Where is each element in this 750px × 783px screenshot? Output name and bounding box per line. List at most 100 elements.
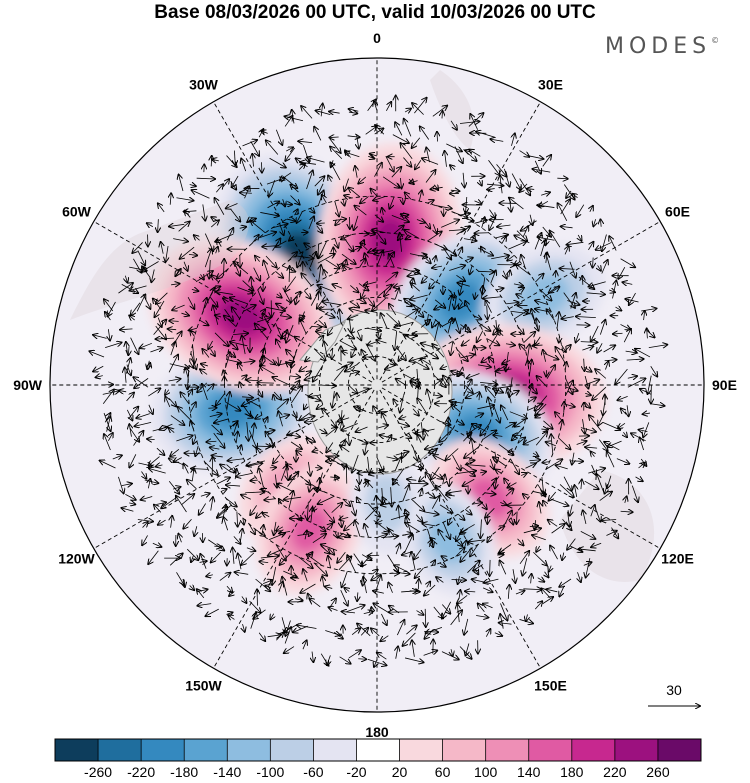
wind-vector bbox=[434, 256, 436, 263]
wind-vector bbox=[305, 531, 307, 540]
wind-vector bbox=[394, 321, 414, 327]
colorbar-tick-label: -220 bbox=[127, 764, 155, 780]
wind-vector bbox=[325, 314, 334, 317]
wind-vector bbox=[456, 274, 465, 281]
wind-vector bbox=[248, 430, 256, 448]
wind-vector bbox=[257, 383, 274, 384]
wind-vector bbox=[427, 232, 441, 242]
wind-vector bbox=[440, 366, 448, 369]
wind-vector bbox=[478, 365, 491, 367]
wind-vector bbox=[543, 350, 546, 362]
wind-vector bbox=[439, 563, 446, 567]
wind-vector bbox=[418, 255, 426, 256]
wind-vector bbox=[279, 415, 289, 418]
wind-vector bbox=[501, 405, 509, 421]
wind-vector bbox=[267, 430, 274, 431]
colorbar-swatch bbox=[399, 739, 444, 761]
wind-vector bbox=[493, 457, 507, 467]
wind-vector bbox=[421, 422, 423, 439]
wind-vector bbox=[313, 562, 327, 576]
wind-vector bbox=[318, 291, 319, 301]
wind-vector bbox=[278, 356, 279, 365]
wind-vector bbox=[211, 156, 212, 167]
wind-vector bbox=[404, 299, 422, 310]
wind-vector bbox=[364, 282, 377, 285]
colorbar-tick-label: 260 bbox=[646, 764, 670, 780]
wind-vector bbox=[296, 416, 315, 422]
wind-vector bbox=[439, 428, 454, 442]
wind-vector bbox=[516, 511, 517, 524]
wind-vector bbox=[319, 336, 323, 341]
wind-vector bbox=[364, 481, 368, 488]
wind-vector bbox=[279, 223, 284, 235]
wind-vector bbox=[463, 478, 475, 486]
wind-vector bbox=[431, 187, 443, 189]
wind-vector bbox=[209, 414, 222, 417]
wind-vector bbox=[464, 446, 479, 458]
wind-vector bbox=[584, 358, 585, 371]
wind-vector bbox=[529, 360, 531, 377]
wind-vector bbox=[242, 375, 247, 379]
wind-vector bbox=[374, 163, 381, 177]
wind-vector bbox=[259, 468, 264, 487]
wind-vector bbox=[236, 473, 253, 476]
colorbar-tick-label: -60 bbox=[303, 764, 323, 780]
wind-vector bbox=[489, 357, 495, 364]
wind-vector bbox=[523, 528, 541, 534]
wind-vector bbox=[268, 533, 285, 541]
wind-vector bbox=[220, 464, 231, 473]
wind-vector bbox=[398, 506, 399, 519]
wind-vector bbox=[439, 421, 451, 425]
wind-vector bbox=[285, 276, 297, 292]
wind-vector bbox=[580, 427, 596, 432]
wind-vector bbox=[542, 462, 550, 463]
wind-vector bbox=[189, 390, 193, 396]
wind-vector bbox=[439, 504, 453, 513]
wind-vector bbox=[361, 554, 371, 561]
wind-vector bbox=[555, 347, 565, 362]
colorbar-swatch bbox=[356, 739, 401, 761]
wind-vector bbox=[481, 247, 485, 254]
wind-vector bbox=[561, 420, 563, 430]
wind-vector bbox=[443, 475, 445, 485]
vector-reference: 30 bbox=[648, 682, 700, 706]
wind-vector bbox=[339, 309, 340, 323]
wind-vector bbox=[349, 317, 351, 333]
wind-vector bbox=[209, 296, 218, 307]
wind-vector bbox=[189, 328, 198, 330]
wind-vector bbox=[341, 253, 356, 264]
wind-vector bbox=[311, 507, 313, 523]
wind-vector bbox=[497, 330, 504, 336]
wind-vector bbox=[454, 317, 460, 333]
wind-vector bbox=[490, 458, 494, 469]
colorbar-tick-label: 140 bbox=[517, 764, 541, 780]
wind-vector bbox=[401, 214, 409, 218]
wind-vector bbox=[273, 395, 275, 401]
wind-vector bbox=[248, 523, 255, 534]
wind-vector bbox=[452, 405, 461, 413]
wind-vector bbox=[448, 518, 451, 524]
wind-vector bbox=[237, 511, 238, 527]
wind-vector bbox=[308, 216, 314, 230]
wind-vector bbox=[559, 484, 574, 497]
vector-reference-label: 30 bbox=[666, 682, 682, 698]
wind-vector bbox=[400, 395, 404, 413]
wind-vector bbox=[252, 424, 254, 439]
longitude-label: 30E bbox=[538, 76, 563, 92]
wind-vector bbox=[344, 178, 349, 192]
wind-vector bbox=[391, 167, 402, 178]
wind-vector bbox=[373, 406, 377, 414]
wind-vector bbox=[482, 430, 496, 440]
wind-vector bbox=[315, 468, 321, 469]
wind-vector bbox=[355, 486, 359, 491]
wind-vector bbox=[209, 260, 210, 278]
wind-vector bbox=[436, 486, 448, 501]
colorbar-tick-label: 180 bbox=[560, 764, 584, 780]
page-title: Base 08/03/2026 00 UTC, valid 10/03/2026… bbox=[154, 2, 596, 23]
wind-vector bbox=[460, 529, 468, 534]
wind-vector bbox=[308, 461, 310, 476]
wind-vector bbox=[482, 217, 485, 228]
colorbar-tick-label: 100 bbox=[474, 764, 498, 780]
wind-vector bbox=[240, 445, 242, 452]
